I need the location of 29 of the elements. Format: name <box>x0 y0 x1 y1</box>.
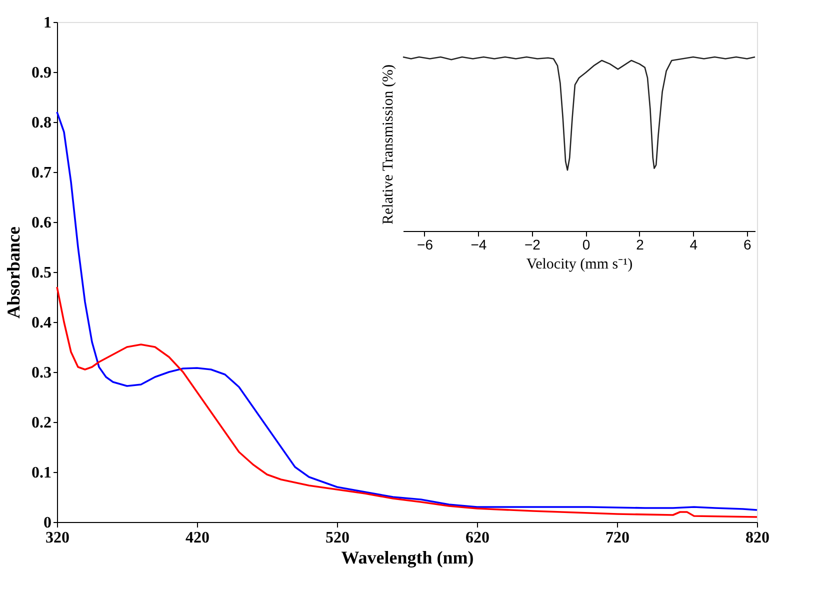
x-tick-label: 720 <box>606 530 630 546</box>
y-tick-label: 0.9 <box>32 64 52 82</box>
x-tick-label: −4 <box>470 236 487 252</box>
x-axis-title: Velocity (mm s⁻¹) <box>526 256 633 272</box>
x-tick-label: 4 <box>690 236 698 252</box>
y-tick-label: 0.2 <box>32 414 52 432</box>
y-tick-label: 0.3 <box>32 364 52 382</box>
x-tick-label: 0 <box>582 236 590 252</box>
x-tick-label: 620 <box>466 530 490 546</box>
x-tick-label: 6 <box>744 236 752 252</box>
y-axis-title: Relative Transmission (%) <box>380 64 396 224</box>
x-axis-title: Wavelength (nm) <box>341 548 474 568</box>
y-tick-label: 0.8 <box>32 114 52 132</box>
y-tick-label: 0.6 <box>32 214 52 232</box>
x-tick-label: 2 <box>636 236 644 252</box>
y-tick-label: 0.1 <box>32 464 52 482</box>
x-tick-label: −2 <box>524 236 541 252</box>
y-axis-title: Absorbance <box>4 226 24 319</box>
x-tick-label: 420 <box>186 530 210 546</box>
x-tick-label: 320 <box>46 530 70 546</box>
y-tick-label: 0.5 <box>32 264 52 282</box>
x-tick-label: −6 <box>417 236 434 252</box>
x-tick-label: 520 <box>326 530 350 546</box>
x-tick-label: 820 <box>746 530 770 546</box>
y-tick-label: 0.4 <box>32 314 52 332</box>
y-tick-label: 0.7 <box>32 164 52 182</box>
y-tick-label: 0 <box>44 514 52 532</box>
y-tick-label: 1 <box>44 14 52 32</box>
line-series <box>56 286 758 518</box>
